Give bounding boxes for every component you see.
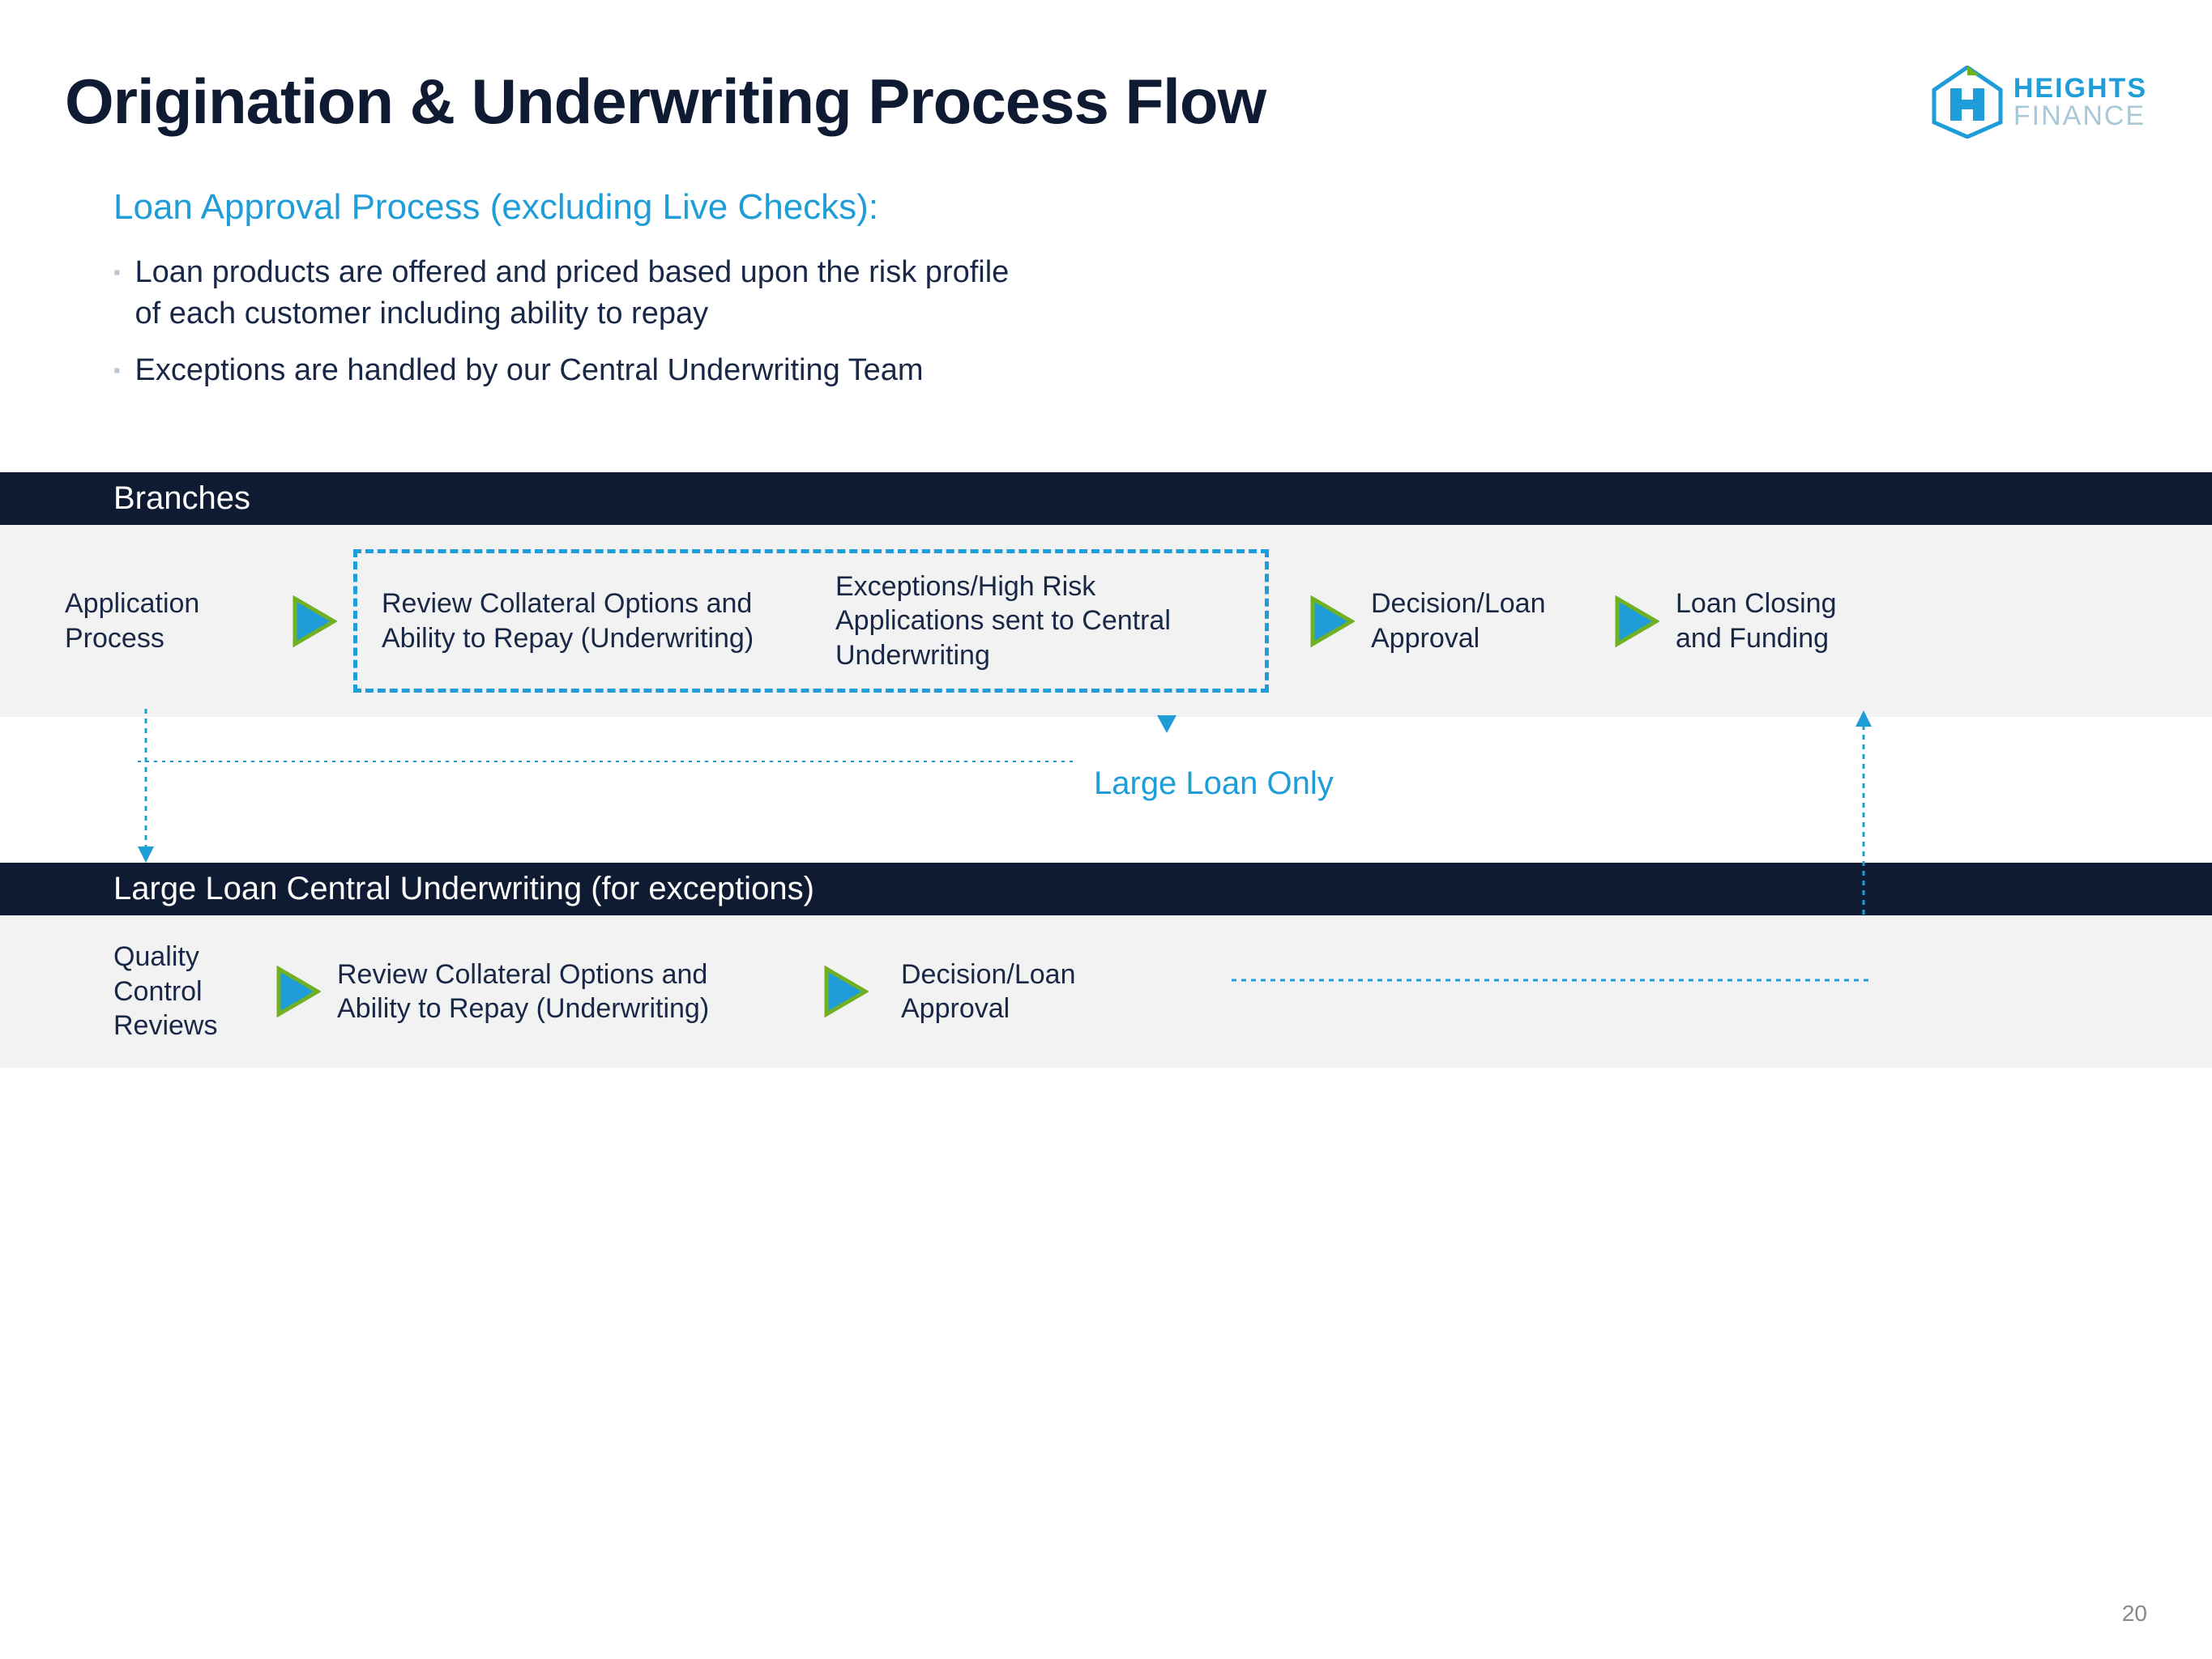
section-header-large-loan: Large Loan Central Underwriting (for exc…: [0, 863, 2212, 915]
flow-step-closing: Loan Closing and Funding: [1676, 586, 1838, 655]
large-loan-label: Large Loan Only: [1094, 766, 1334, 802]
dashed-underwriting-box: Review Collateral Options and Ability to…: [353, 549, 1269, 693]
mid-connector-region: Large Loan Only: [0, 717, 2212, 863]
connector-down-arrow: [122, 709, 170, 871]
subtitle: Loan Approval Process (excluding Live Ch…: [0, 187, 2212, 228]
slide-container: Origination & Underwriting Process Flow …: [0, 0, 2212, 1659]
flow-step-decision: Decision/Loan Approval: [1371, 586, 1598, 655]
logo-line2: FINANCE: [2013, 102, 2147, 130]
arrow-icon: [823, 966, 869, 1017]
arrow-icon: [292, 595, 337, 647]
arrow-icon: [1309, 595, 1355, 647]
flow-step-exceptions: Exceptions/High Risk Applications sent t…: [835, 569, 1241, 673]
arrow-icon: [275, 966, 321, 1017]
flow-step-review2: Review Collateral Options and Ability to…: [337, 957, 758, 1026]
flow-band-branches: Application Process Review Collateral Op…: [0, 525, 2212, 718]
page-title: Origination & Underwriting Process Flow: [65, 65, 1266, 139]
section-header-branches: Branches: [0, 472, 2212, 525]
flow-step-decision2: Decision/Loan Approval: [901, 957, 1144, 1026]
logo-line1: HEIGHTS: [2013, 75, 2147, 102]
arrow-icon: [1614, 595, 1659, 647]
flow-band-large-loan: Quality Control Reviews Review Collatera…: [0, 915, 2212, 1068]
flow-step-quality: Quality Control Reviews: [113, 940, 259, 1043]
header-row: Origination & Underwriting Process Flow …: [0, 65, 2212, 139]
bullet-list: Loan products are offered and priced bas…: [0, 252, 2212, 391]
bullet-item: Exceptions are handled by our Central Un…: [113, 350, 2099, 391]
connector-horizontal: [138, 753, 1855, 770]
flow-step-review: Review Collateral Options and Ability to…: [382, 586, 803, 655]
logo-icon: [1931, 66, 2004, 139]
page-number: 20: [2122, 1601, 2147, 1627]
bullet-text: Loan products are offered and priced bas…: [135, 252, 1027, 335]
flow-step-application: Application Process: [65, 586, 275, 655]
bullet-item: Loan products are offered and priced bas…: [113, 252, 2099, 335]
bullet-text: Exceptions are handled by our Central Un…: [135, 350, 924, 391]
company-logo: HEIGHTS FINANCE: [1931, 66, 2147, 139]
logo-text: HEIGHTS FINANCE: [2013, 75, 2147, 130]
connector-right-line: [1232, 972, 1872, 988]
